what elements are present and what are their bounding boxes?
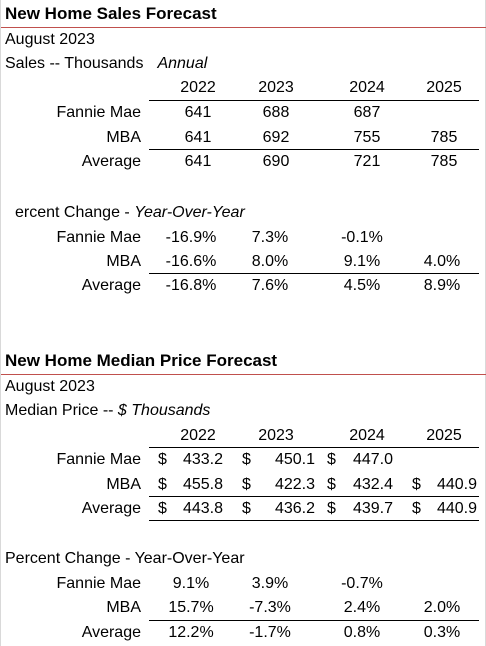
sales-row-label: Fannie Mae (56, 104, 142, 121)
sales-units-line: Sales -- Thousands Annual (5, 53, 207, 75)
sales-pct-cell: 7.6% (251, 277, 289, 294)
currency-symbol: $ (158, 500, 167, 517)
price-cell: 440.9 (436, 476, 477, 493)
price-year: 2023 (258, 427, 294, 444)
price-pct-cell: -1.7% (249, 624, 291, 641)
sales-pct-cell: 4.5% (343, 277, 381, 294)
sales-cell: 687 (353, 104, 381, 121)
currency-symbol: $ (327, 500, 336, 517)
sales-date: August 2023 (5, 31, 95, 48)
price-cell: 432.4 (352, 476, 393, 493)
sales-pct-cell: 8.0% (251, 253, 289, 270)
price-cell: 447.0 (352, 451, 393, 468)
sales-pct-row-label: Fannie Mae (56, 229, 142, 246)
sales-pct-cell: -0.1% (341, 229, 383, 246)
sales-year: 2022 (180, 79, 216, 96)
price-bottom-rule (149, 520, 479, 521)
sales-pct-cell: -16.6% (165, 253, 217, 270)
sales-cell: 755 (353, 129, 381, 146)
price-row-label: Fannie Mae (56, 451, 142, 468)
sales-pct-cell: 4.0% (423, 253, 461, 270)
price-pct-cell: 9.1% (172, 575, 210, 592)
sales-header-underline (149, 100, 479, 101)
price-cell: 450.1 (274, 451, 315, 468)
sales-cell: 641 (184, 104, 212, 121)
price-date: August 2023 (5, 378, 95, 395)
price-pct-row-label: Fannie Mae (56, 575, 142, 592)
sales-pct-cell: 7.3% (251, 229, 289, 246)
currency-symbol: $ (412, 500, 421, 517)
sales-cell: 721 (353, 153, 381, 170)
price-pct-total-rule (149, 620, 479, 621)
sales-pct-row-label: Average (81, 277, 141, 294)
sales-cell: 692 (262, 129, 290, 146)
sales-cell: 785 (430, 153, 458, 170)
sales-units: Sales -- Thousands (5, 55, 144, 72)
price-pct-cell: -7.3% (249, 599, 291, 616)
price-pct-cell: 2.4% (343, 599, 381, 616)
currency-symbol: $ (158, 451, 167, 468)
price-cell: 433.2 (182, 451, 223, 468)
sales-pct-cell: 9.1% (343, 253, 381, 270)
price-units: Median Price -- (5, 402, 118, 419)
price-pct-cell: 12.2% (168, 624, 214, 641)
currency-symbol: $ (242, 500, 251, 517)
price-header-underline (149, 447, 479, 448)
sales-title-rule (1, 27, 486, 28)
price-row-label: Average (81, 500, 141, 517)
price-year: 2024 (349, 427, 385, 444)
price-pct-title: Percent Change - Year-Over-Year (5, 550, 245, 567)
sales-total-rule (149, 149, 479, 150)
price-pct-cell: 15.7% (168, 599, 214, 616)
sales-title: New Home Sales Forecast (5, 4, 217, 23)
sales-pct-cell: -16.8% (165, 277, 217, 294)
price-year: 2025 (426, 427, 462, 444)
price-pct-cell: 2.0% (423, 599, 461, 616)
sales-cell: 641 (184, 153, 212, 170)
price-total-rule (149, 496, 479, 497)
sales-cell: 690 (262, 153, 290, 170)
price-cell: 455.8 (182, 476, 223, 493)
currency-symbol: $ (242, 476, 251, 493)
sales-pct-title-line: ercent Change - Year-Over-Year (15, 202, 245, 224)
currency-symbol: $ (412, 476, 421, 493)
price-cell: 439.7 (352, 500, 393, 517)
price-pct-cell: 0.3% (423, 624, 461, 641)
sales-year: 2025 (426, 79, 462, 96)
sales-cell: 641 (184, 129, 212, 146)
sales-pct-cell: 8.9% (423, 277, 461, 294)
price-cell: 436.2 (274, 500, 315, 517)
sales-pct-total-rule (149, 273, 479, 274)
sales-year: 2023 (258, 79, 294, 96)
sales-pct-row-label: MBA (106, 253, 141, 270)
sales-cell: 785 (430, 129, 458, 146)
price-cell: 443.8 (182, 500, 223, 517)
currency-symbol: $ (242, 451, 251, 468)
sales-row-label: MBA (106, 129, 141, 146)
currency-symbol: $ (327, 476, 336, 493)
currency-symbol: $ (158, 476, 167, 493)
price-title-rule (1, 374, 486, 375)
price-title: New Home Median Price Forecast (5, 351, 278, 370)
sales-cell: 688 (262, 104, 290, 121)
price-units-line: Median Price -- $ Thousands (5, 400, 210, 422)
price-pct-cell: -0.7% (341, 575, 383, 592)
price-cell: 440.9 (436, 500, 477, 517)
price-pct-cell: 0.8% (343, 624, 381, 641)
sales-pct-title: ercent Change - (15, 204, 135, 221)
price-pct-row-label: Average (81, 624, 141, 641)
price-cell: 422.3 (274, 476, 315, 493)
sales-row-label: Average (81, 153, 141, 170)
sales-period: Annual (157, 55, 208, 72)
currency-symbol: $ (327, 451, 336, 468)
price-row-label: MBA (106, 476, 141, 493)
price-pct-cell: 3.9% (251, 575, 289, 592)
price-pct-row-label: MBA (106, 599, 141, 616)
sales-pct-cell: -16.9% (165, 229, 217, 246)
sales-year: 2024 (349, 79, 385, 96)
price-year: 2022 (180, 427, 216, 444)
price-units-italic: $ Thousands (117, 402, 211, 419)
sales-pct-title-italic: Year-Over-Year (134, 204, 245, 221)
